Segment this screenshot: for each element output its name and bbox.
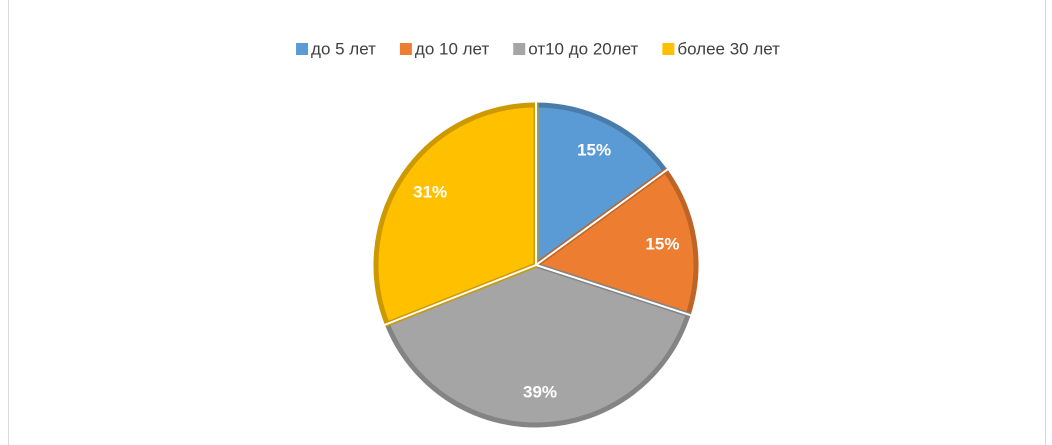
pie-slice	[383, 262, 692, 428]
data-label: 31%	[413, 183, 447, 202]
legend-label: от10 до 20лет	[528, 39, 638, 58]
slice-separator	[535, 167, 670, 266]
data-label: 39%	[523, 382, 557, 401]
legend-swatch	[399, 43, 412, 55]
legend-swatch	[296, 43, 309, 55]
pie-slice	[533, 102, 669, 270]
legend-swatch	[513, 43, 526, 55]
pie-slice	[373, 102, 539, 328]
slice-separator	[383, 264, 537, 327]
legend-label: до 10 лет	[415, 39, 490, 58]
legend-swatch	[662, 43, 675, 55]
legend-label: до 5 лет	[311, 39, 376, 58]
legend-label: более 30 лет	[677, 39, 780, 58]
pie-slice	[530, 167, 699, 318]
data-label: 15%	[645, 234, 679, 253]
data-label: 15%	[577, 140, 611, 159]
slice-separator	[535, 264, 693, 317]
